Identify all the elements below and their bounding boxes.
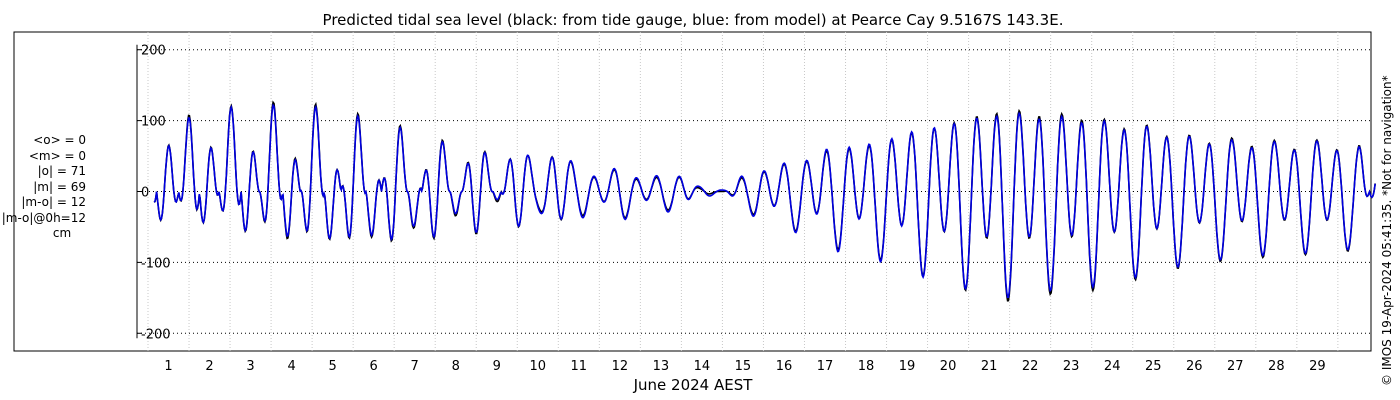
stat-mean-observed: <o> = 0 xyxy=(33,133,86,147)
x-tick-label: 2 xyxy=(205,359,213,374)
x-tick-label: 22 xyxy=(1022,359,1039,374)
stat-mean-model: <m> = 0 xyxy=(28,148,86,163)
x-tick-label: 27 xyxy=(1227,359,1244,374)
series-line-model xyxy=(153,103,1376,299)
x-axis: 1 2 3 4 5 6 7 8 9 10 11 12 13 14 15 16 17 18 19 20 21 22 23 24 2… xyxy=(164,359,1325,374)
stat-abs-diff-0h: |m-o|@0h=12 xyxy=(1,210,86,225)
stat-abs-model: |m| = 69 xyxy=(33,179,86,194)
x-tick-label: 11 xyxy=(571,359,588,374)
chart-title: Predicted tidal sea level (black: from t… xyxy=(323,11,1064,29)
statistics-panel: <o> = 0 <m> = 0 |o| = 71 |m| = 69 |m-o| … xyxy=(0,133,110,242)
x-tick-label: 12 xyxy=(612,359,629,374)
x-tick-label: 10 xyxy=(530,359,547,374)
x-tick-label: 28 xyxy=(1268,359,1285,374)
x-tick-label: 24 xyxy=(1104,359,1121,374)
y-tick-label: -200 xyxy=(141,327,171,342)
x-tick-label: 18 xyxy=(858,359,875,374)
copyright-notice: © IMOS 19-Apr-2024 05:41:35. *Not for na… xyxy=(1380,75,1394,386)
x-tick-label: 14 xyxy=(694,359,711,374)
x-tick-label: 25 xyxy=(1145,359,1162,374)
stat-abs-observed: |o| = 71 xyxy=(37,164,86,178)
y-tick-label: 0 xyxy=(141,186,149,201)
x-tick-label: 20 xyxy=(940,359,957,374)
x-tick-label: 4 xyxy=(287,359,295,374)
x-tick-label: 9 xyxy=(493,359,501,374)
x-tick-label: 19 xyxy=(899,359,916,374)
stat-abs-diff: |m-o| = 12 xyxy=(21,195,86,209)
x-tick-label: 29 xyxy=(1309,359,1326,374)
x-tick-label: 7 xyxy=(411,359,419,374)
plot-frame xyxy=(13,31,1372,352)
x-tick-label: 6 xyxy=(370,359,378,374)
x-axis-label: June 2024 AEST xyxy=(633,376,754,394)
x-tick-label: 1 xyxy=(164,359,172,374)
x-tick-label: 21 xyxy=(981,359,998,374)
y-tick-label: -100 xyxy=(141,256,171,271)
x-tick-label: 16 xyxy=(776,359,793,374)
x-tick-label: 15 xyxy=(735,359,752,374)
x-tick-label: 8 xyxy=(452,359,460,374)
x-tick-label: 3 xyxy=(246,359,254,374)
y-axis: -200 -100 0 100 200 xyxy=(136,44,171,342)
x-tick-label: 13 xyxy=(653,359,670,374)
x-tick-label: 17 xyxy=(817,359,834,374)
x-tick-label: 26 xyxy=(1186,359,1203,374)
y-tick-label: 200 xyxy=(141,44,166,59)
y-tick-label: 100 xyxy=(141,115,166,130)
x-tick-label: 5 xyxy=(328,359,336,374)
series-line-tide-gauge xyxy=(153,100,1376,302)
x-tick-label: 23 xyxy=(1063,359,1080,374)
series-lines xyxy=(153,100,1376,302)
stat-unit: cm xyxy=(52,226,72,240)
